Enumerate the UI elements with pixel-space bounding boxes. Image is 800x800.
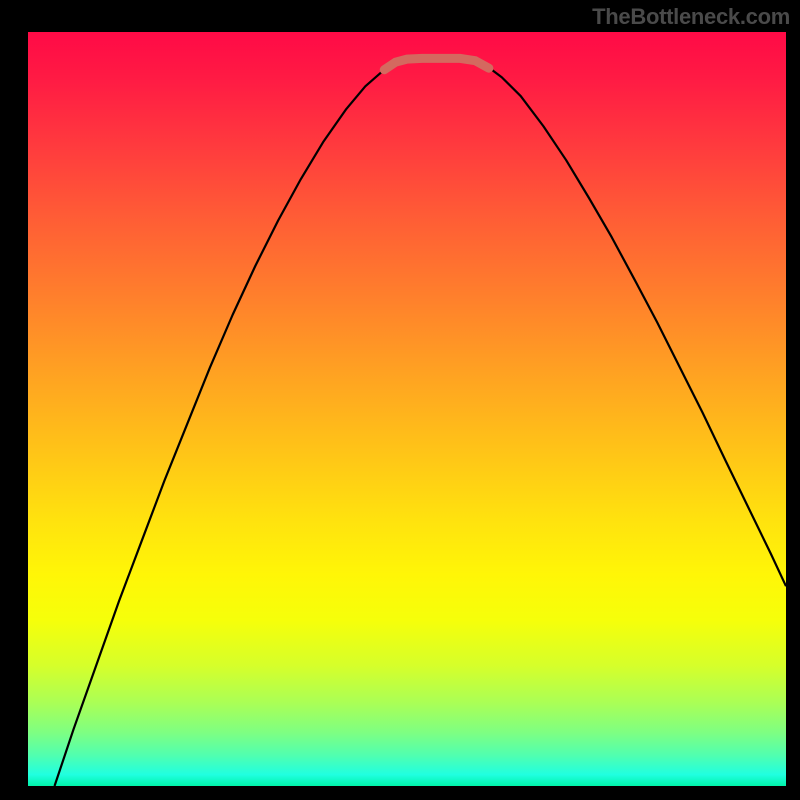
chart-frame: TheBottleneck.com xyxy=(0,0,800,800)
watermark-text: TheBottleneck.com xyxy=(592,4,790,30)
plot-svg xyxy=(28,32,786,786)
gradient-background xyxy=(28,32,786,786)
